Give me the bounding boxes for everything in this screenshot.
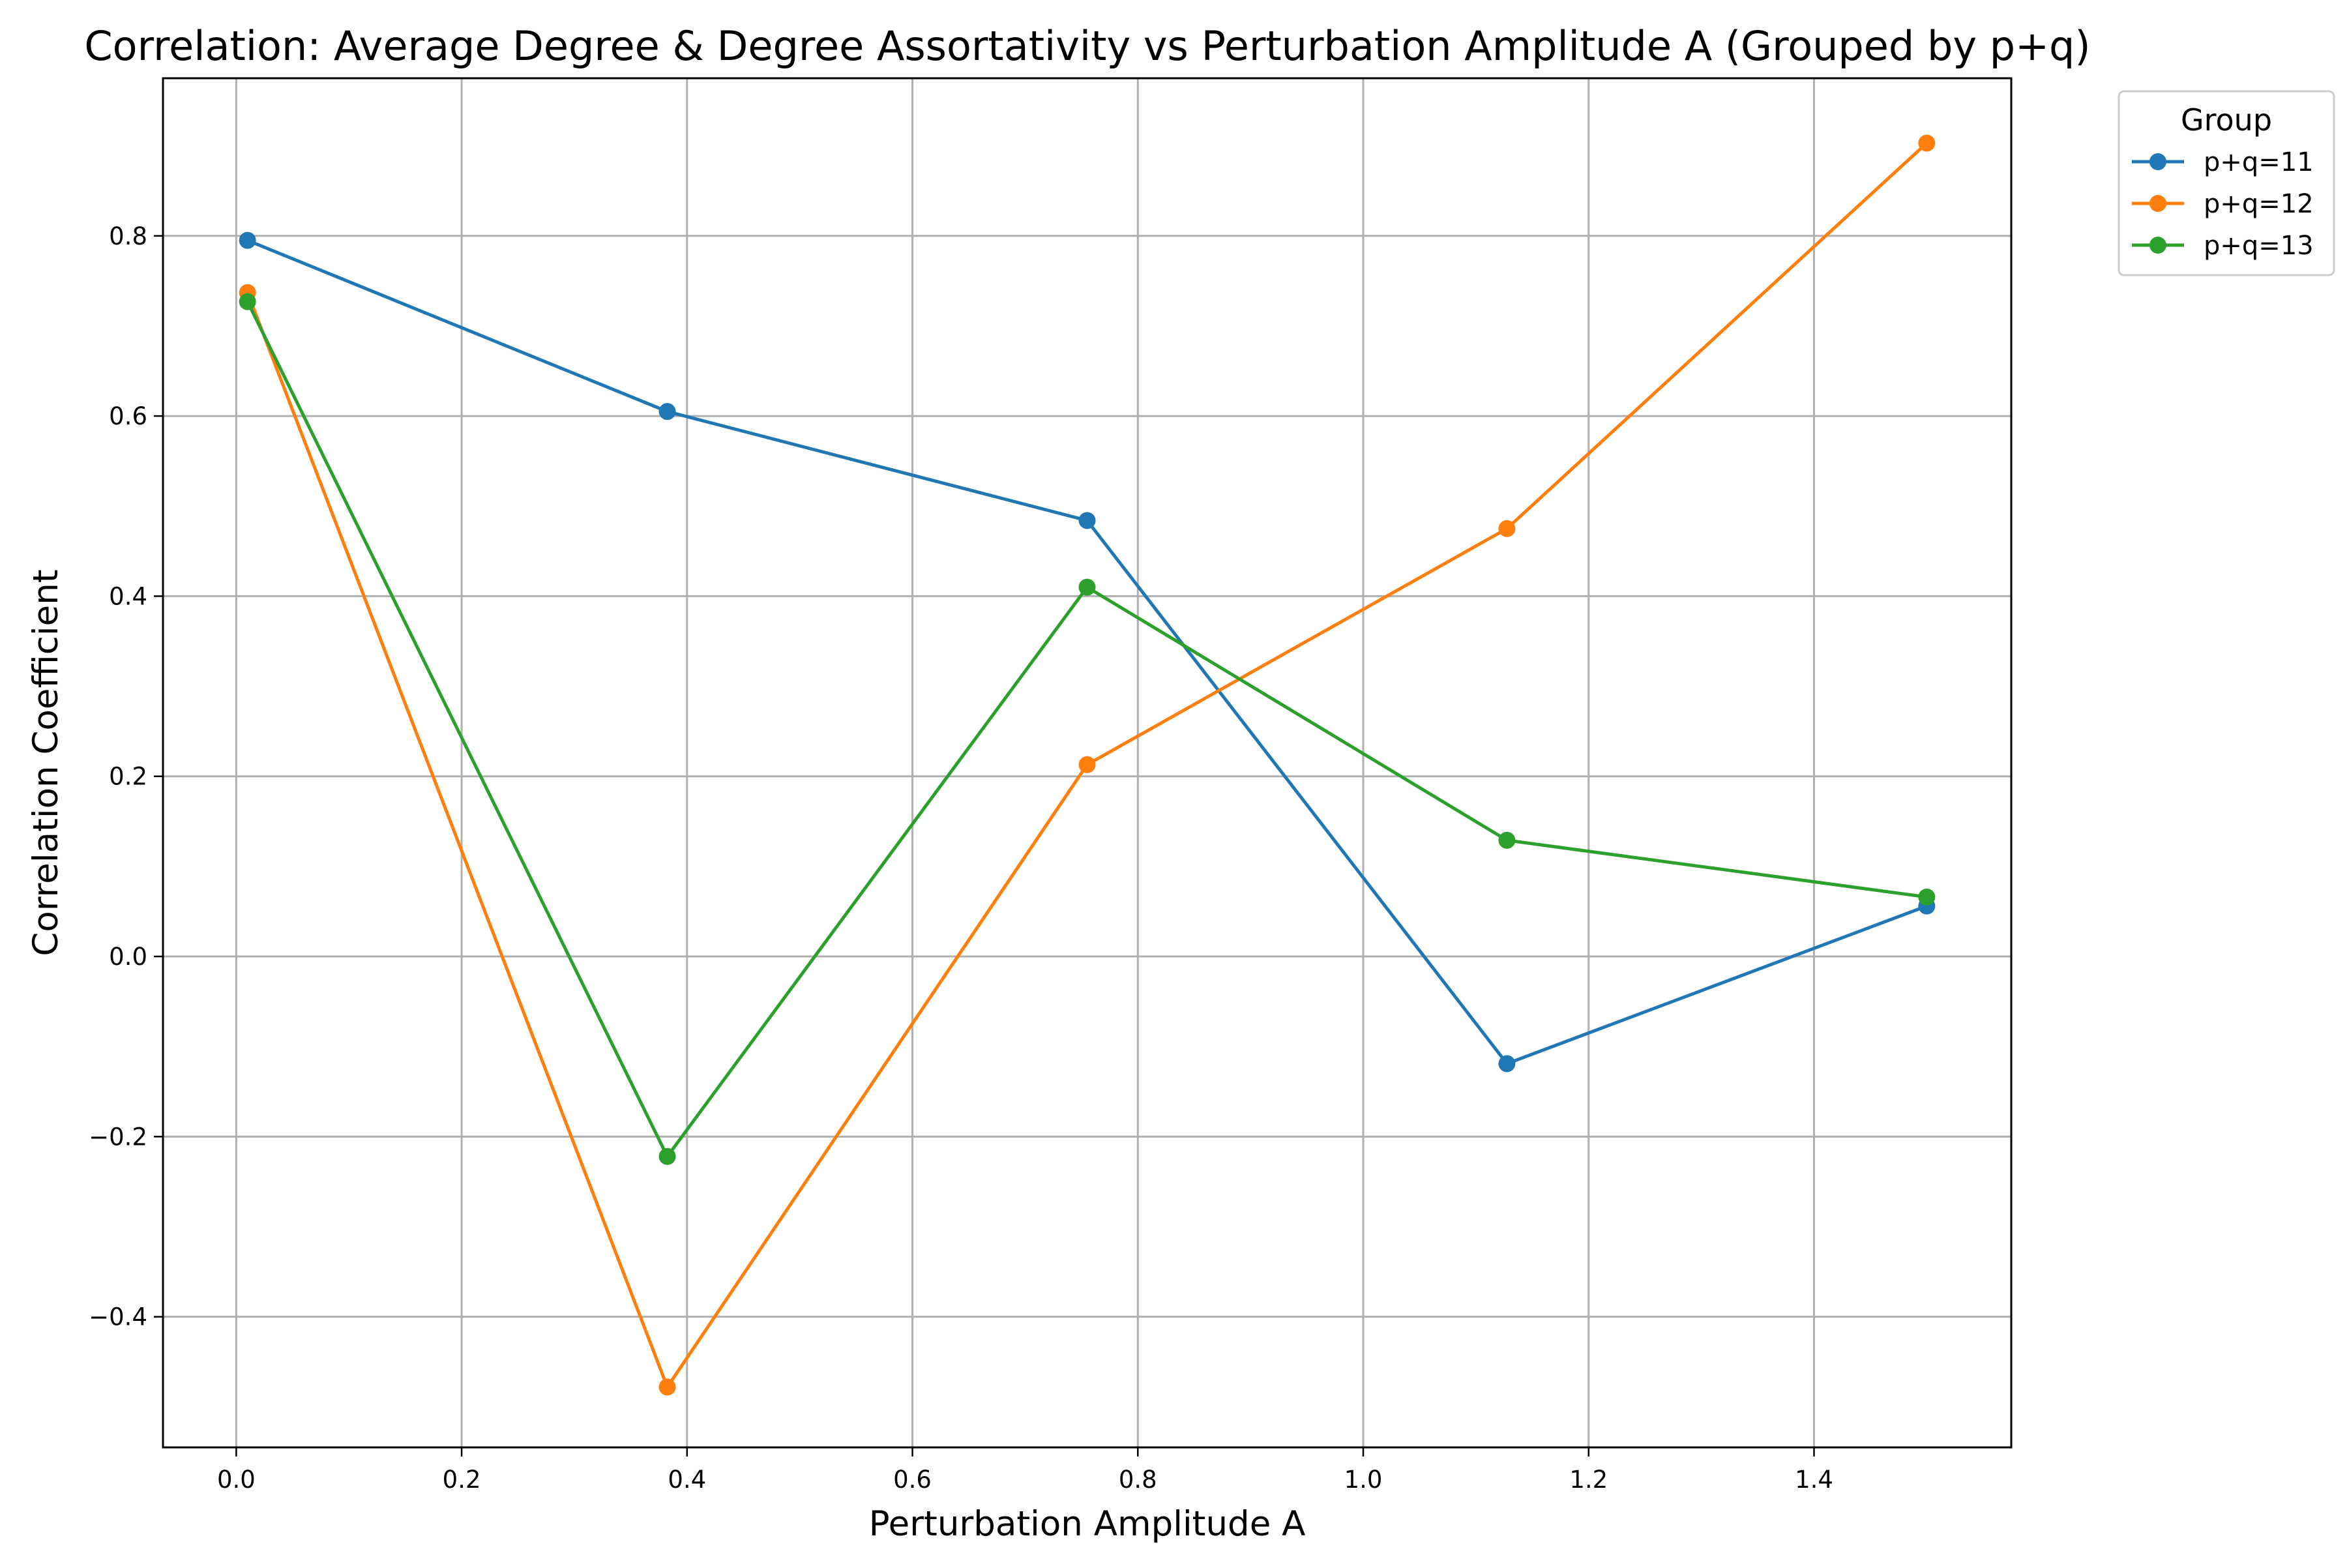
legend-item: p+q=12 bbox=[2132, 189, 2314, 219]
plot-series bbox=[239, 134, 1936, 1396]
data-point bbox=[1918, 888, 1936, 906]
data-point bbox=[1078, 512, 1096, 529]
y-tick-label: 0.6 bbox=[109, 402, 147, 430]
legend-items: p+q=11 p+q=12 p+q=13 bbox=[2132, 147, 2314, 261]
legend-label: p+q=13 bbox=[2204, 231, 2314, 261]
legend-item: p+q=11 bbox=[2132, 147, 2314, 177]
grid bbox=[163, 78, 2011, 1447]
legend-item: p+q=13 bbox=[2132, 231, 2314, 261]
legend-label: p+q=12 bbox=[2204, 189, 2314, 219]
series-line bbox=[246, 301, 1927, 1159]
y-tick-label: 0.4 bbox=[109, 582, 147, 610]
x-tick-label: 0.2 bbox=[443, 1466, 481, 1494]
data-point bbox=[658, 403, 676, 421]
plot-frame bbox=[162, 77, 2013, 1449]
x-axis-ticks: 0.0 0.2 0.4 0.6 0.8 1.0 1.2 1.4 bbox=[217, 1447, 1833, 1494]
data-point bbox=[1498, 520, 1516, 537]
x-tick-label: 0.8 bbox=[1119, 1466, 1157, 1494]
legend-box bbox=[2118, 90, 2335, 276]
legend-marker bbox=[2149, 153, 2166, 170]
data-point bbox=[1498, 1055, 1516, 1072]
x-axis-label: Perturbation Amplitude A bbox=[869, 1504, 1306, 1544]
legend-marker bbox=[2149, 195, 2166, 212]
y-axis-ticks: −0.4 −0.2 0.0 0.2 0.4 0.6 0.8 bbox=[89, 222, 163, 1331]
series-line bbox=[246, 239, 1928, 1065]
data-point bbox=[1078, 578, 1096, 596]
data-point bbox=[1498, 831, 1516, 849]
data-point bbox=[1918, 134, 1936, 152]
data-point bbox=[1078, 756, 1096, 773]
x-tick-label: 1.2 bbox=[1569, 1466, 1608, 1494]
data-point bbox=[239, 293, 256, 310]
chart-title: Correlation: Average Degree & Degree Ass… bbox=[84, 22, 2090, 70]
y-tick-label: −0.4 bbox=[89, 1303, 147, 1331]
y-tick-label: 0.8 bbox=[109, 222, 147, 250]
series-1 bbox=[239, 231, 1936, 1072]
x-tick-label: 1.0 bbox=[1344, 1466, 1383, 1494]
y-tick-label: 0.2 bbox=[109, 763, 147, 791]
legend: Group p+q=11 p+q=12 p+q=13 bbox=[2118, 90, 2335, 276]
series-3 bbox=[239, 293, 1936, 1165]
legend-marker bbox=[2149, 237, 2166, 254]
y-axis-label: Correlation Coefficient bbox=[26, 569, 66, 956]
y-tick-label: −0.2 bbox=[89, 1123, 147, 1151]
legend-title: Group bbox=[2181, 102, 2272, 138]
x-tick-label: 0.6 bbox=[893, 1466, 932, 1494]
legend-label: p+q=11 bbox=[2204, 147, 2314, 177]
x-tick-label: 0.0 bbox=[217, 1466, 256, 1494]
x-tick-label: 0.4 bbox=[668, 1466, 706, 1494]
data-point bbox=[658, 1147, 676, 1165]
x-tick-label: 1.4 bbox=[1795, 1466, 1833, 1494]
data-point bbox=[239, 231, 256, 249]
y-tick-label: 0.0 bbox=[109, 943, 147, 971]
series-2 bbox=[239, 134, 1936, 1396]
data-point bbox=[658, 1378, 676, 1396]
